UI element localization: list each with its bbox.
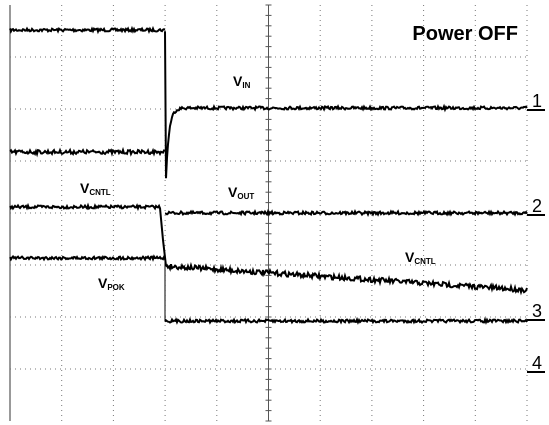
channel-marker: 1 <box>532 91 542 111</box>
trace <box>165 261 528 296</box>
trace <box>164 208 528 218</box>
traces <box>9 25 528 325</box>
signal-label: VPOK <box>98 275 125 292</box>
signal-main: V <box>80 180 90 196</box>
signal-main: V <box>405 249 415 265</box>
channel-marker: 4 <box>532 353 542 373</box>
trace <box>164 316 528 325</box>
signal-main: V <box>233 73 243 89</box>
trace <box>164 31 528 179</box>
signal-main: V <box>228 184 238 200</box>
signal-main: V <box>98 275 108 291</box>
signal-sub: OUT <box>237 192 254 201</box>
trace <box>9 25 166 35</box>
signal-label: VCNTL <box>405 249 436 266</box>
trace <box>9 254 166 262</box>
channel-marker: 2 <box>532 196 542 216</box>
signal-label: VIN <box>233 73 251 90</box>
signal-label: VOUT <box>228 184 254 201</box>
channel-marker: 3 <box>532 301 542 321</box>
signal-sub: CNTL <box>414 257 435 266</box>
signal-sub: POK <box>107 283 125 292</box>
trace <box>9 146 166 158</box>
trace <box>9 202 161 212</box>
signal-sub: IN <box>242 81 250 90</box>
signal-label: VCNTL <box>80 180 111 197</box>
title: Power OFF <box>412 23 518 45</box>
signal-sub: CNTL <box>89 188 110 197</box>
